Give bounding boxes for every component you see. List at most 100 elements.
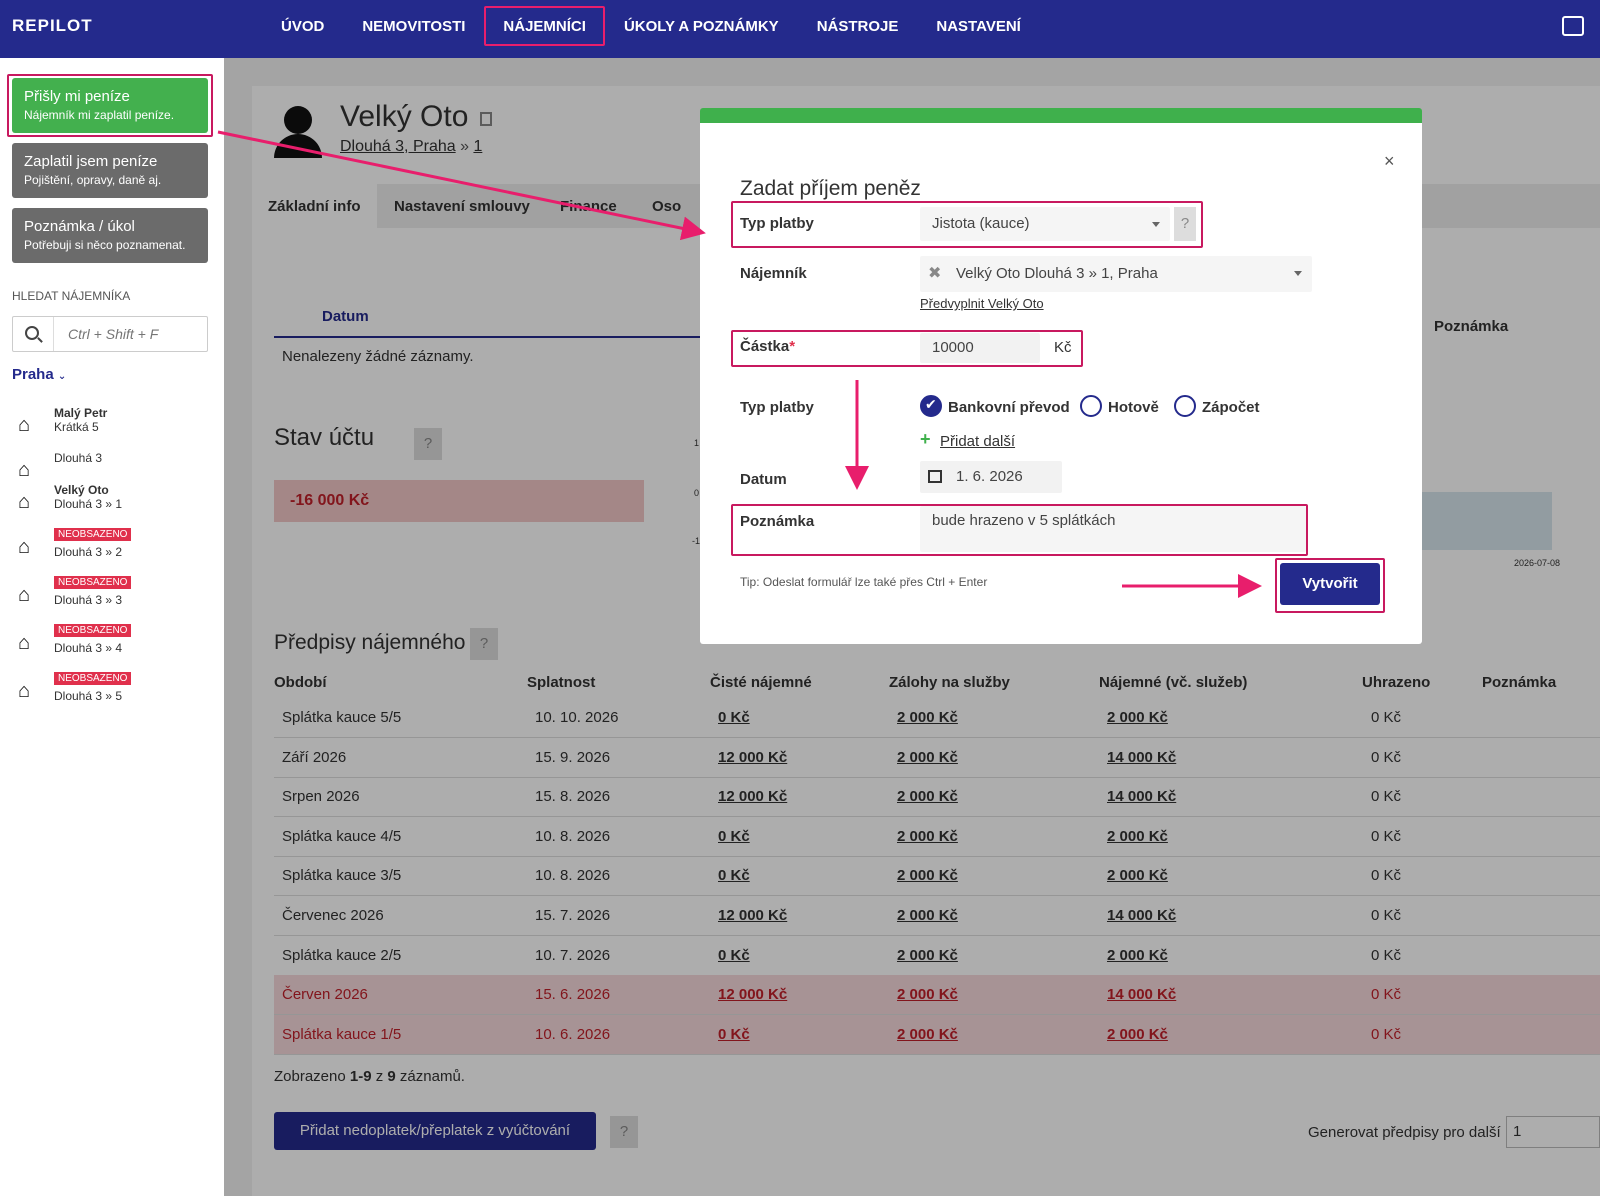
table-cell[interactable]: 14 000 Kč: [1107, 788, 1177, 806]
amount-label-text: Částka: [740, 338, 790, 355]
table-cell: 10. 8. 2026: [535, 827, 611, 845]
clear-icon[interactable]: ✖: [928, 265, 942, 282]
add-more-link[interactable]: Přidat další: [940, 433, 1016, 450]
table-cell[interactable]: 2 000 Kč: [1107, 827, 1168, 845]
col-zalohy[interactable]: Zálohy na služby: [889, 674, 1010, 691]
col-uhrazeno[interactable]: Uhrazeno: [1362, 674, 1431, 691]
payment-type-select[interactable]: Jistota (kauce): [920, 207, 1170, 241]
tenant-item[interactable]: ⌂ NEOBSAZENO Dlouhá 3 » 4: [18, 624, 218, 668]
table-cell[interactable]: 14 000 Kč: [1107, 986, 1177, 1004]
nav-uvod[interactable]: ÚVOD: [281, 18, 325, 35]
search-icon[interactable]: [25, 326, 39, 340]
radio-bank-transfer[interactable]: ✔: [920, 395, 942, 417]
note-task-button[interactable]: Poznámka / úkol Potřebuji si něco poznam…: [12, 208, 208, 263]
col-obdobi[interactable]: Období: [274, 674, 327, 691]
nav-nastaveni[interactable]: NASTAVENÍ: [936, 18, 1021, 35]
table-cell[interactable]: 14 000 Kč: [1107, 907, 1177, 924]
close-icon[interactable]: ×: [1384, 151, 1395, 171]
tenant-item[interactable]: ⌂ NEOBSAZENO Dlouhá 3 » 5: [18, 672, 218, 716]
search-input[interactable]: [53, 317, 203, 351]
date-input[interactable]: 1. 6. 2026: [920, 461, 1062, 493]
table-cell[interactable]: 2 000 Kč: [897, 788, 958, 806]
table-cell: Září 2026: [282, 748, 347, 766]
table-cell: Červenec 2026: [282, 907, 384, 924]
table-cell[interactable]: 2 000 Kč: [1107, 867, 1168, 885]
nav-najemnici[interactable]: NÁJEMNÍCI: [484, 6, 605, 46]
home-icon: ⌂: [18, 459, 31, 481]
col-najemne[interactable]: Nájemné (vč. služeb): [1099, 674, 1248, 691]
payments-header-date[interactable]: Datum: [322, 308, 369, 325]
tenant-name: Velký Oto: [54, 483, 109, 497]
home-icon: ⌂: [18, 414, 31, 436]
tenant-address: Dlouhá 3 » 1: [54, 497, 123, 511]
tenant-name: Malý Petr: [54, 406, 108, 420]
table-cell[interactable]: 2 000 Kč: [897, 827, 958, 845]
table-cell[interactable]: 0 Kč: [718, 709, 750, 726]
tenant-item[interactable]: ⌂ Velký Oto Dlouhá 3 » 1: [18, 483, 218, 527]
nav-nastroje[interactable]: NÁSTROJE: [816, 18, 899, 35]
table-cell[interactable]: 2 000 Kč: [897, 907, 958, 924]
help-icon[interactable]: ?: [610, 1116, 638, 1148]
col-poznamka[interactable]: Poznámka: [1482, 674, 1557, 691]
nav-ukoly[interactable]: ÚKOLY A POZNÁMKY: [623, 18, 779, 35]
copy-icon[interactable]: [480, 112, 492, 126]
tenant-item[interactable]: ⌂ NEOBSAZENO Dlouhá 3 » 2: [18, 528, 218, 572]
city-dropdown[interactable]: Praha ⌄: [12, 366, 66, 383]
table-cell[interactable]: 2 000 Kč: [1107, 709, 1168, 726]
table-cell: Srpen 2026: [282, 788, 360, 806]
table-cell[interactable]: 0 Kč: [718, 827, 750, 845]
plus-icon: +: [920, 429, 931, 449]
table-cell: 0 Kč: [1371, 946, 1402, 964]
radio-label: Zápočet: [1202, 399, 1260, 416]
table-cell[interactable]: 2 000 Kč: [1107, 1025, 1168, 1043]
note-textarea[interactable]: bude hrazeno v 5 splátkách: [920, 506, 1306, 552]
create-button[interactable]: Vytvořit: [1280, 563, 1380, 605]
table-cell[interactable]: 2 000 Kč: [897, 748, 958, 766]
summary-text: Zobrazeno: [274, 1068, 350, 1085]
table-cell[interactable]: 2 000 Kč: [897, 709, 958, 726]
table-cell[interactable]: 2 000 Kč: [1107, 946, 1168, 964]
money-paid-button[interactable]: Zaplatil jsem peníze Pojištění, opravy, …: [12, 143, 208, 198]
table-row: Červenec 2026 15. 7. 2026 12 000 Kč 2 000 K…: [274, 896, 1600, 936]
table-cell[interactable]: 0 Kč: [718, 867, 750, 885]
help-icon[interactable]: ?: [1174, 207, 1196, 241]
table-cell[interactable]: 2 000 Kč: [897, 946, 958, 964]
table-cell[interactable]: 12 000 Kč: [718, 748, 788, 766]
calendar-icon[interactable]: [928, 470, 942, 483]
col-splatnost[interactable]: Splatnost: [527, 674, 596, 691]
home-icon: ⌂: [18, 584, 31, 606]
help-icon[interactable]: ?: [414, 428, 442, 460]
table-cell[interactable]: 12 000 Kč: [718, 907, 788, 924]
amount-input[interactable]: 10000: [920, 333, 1040, 363]
table-cell: 10. 10. 2026: [535, 709, 619, 726]
wallet-icon[interactable]: [1562, 16, 1584, 36]
table-cell[interactable]: 2 000 Kč: [897, 986, 958, 1004]
home-icon: ⌂: [18, 632, 31, 654]
table-row: Červen 2026 15. 6. 2026 12 000 Kč 2 000 Kč 1…: [274, 975, 1600, 1016]
city-label: Praha: [12, 366, 54, 383]
tenant-item[interactable]: ⌂ NEOBSAZENO Dlouhá 3 » 3: [18, 576, 218, 620]
add-settlement-button[interactable]: Přidat nedoplatek/přeplatek z vyúčtování: [274, 1112, 596, 1150]
table-cell[interactable]: 2 000 Kč: [897, 867, 958, 885]
table-cell[interactable]: 0 Kč: [718, 946, 750, 964]
date-label: Datum: [740, 471, 787, 488]
tenant-item[interactable]: ⌂ Malý Petr Krátká 5: [18, 406, 218, 450]
tenant-item[interactable]: ⌂ Dlouhá 3: [18, 451, 218, 495]
table-cell[interactable]: 12 000 Kč: [718, 788, 788, 806]
table-cell: 0 Kč: [1371, 788, 1402, 806]
radio-offset[interactable]: [1174, 395, 1196, 417]
table-cell: Splátka kauce 1/5: [282, 1025, 402, 1043]
nav-nemovitosti[interactable]: NEMOVITOSTI: [362, 18, 466, 35]
money-received-button[interactable]: Přišly mi peníze Nájemník mi zaplatil pe…: [12, 78, 208, 133]
radio-cash[interactable]: [1080, 395, 1102, 417]
table-cell[interactable]: 14 000 Kč: [1107, 748, 1177, 766]
help-icon[interactable]: ?: [470, 628, 498, 660]
table-cell[interactable]: 0 Kč: [718, 1025, 750, 1043]
logo[interactable]: REPILOT: [12, 16, 93, 35]
rent-title: Předpisy nájemného: [274, 631, 466, 654]
table-cell[interactable]: 2 000 Kč: [897, 1025, 958, 1043]
table-cell[interactable]: 12 000 Kč: [718, 986, 788, 1004]
tenant-select[interactable]: ✖ Velký Oto Dlouhá 3 » 1, Praha: [920, 256, 1312, 292]
prefill-link[interactable]: Předvyplnit Velký Oto: [920, 296, 1044, 311]
col-ciste[interactable]: Čisté nájemné: [710, 674, 812, 691]
